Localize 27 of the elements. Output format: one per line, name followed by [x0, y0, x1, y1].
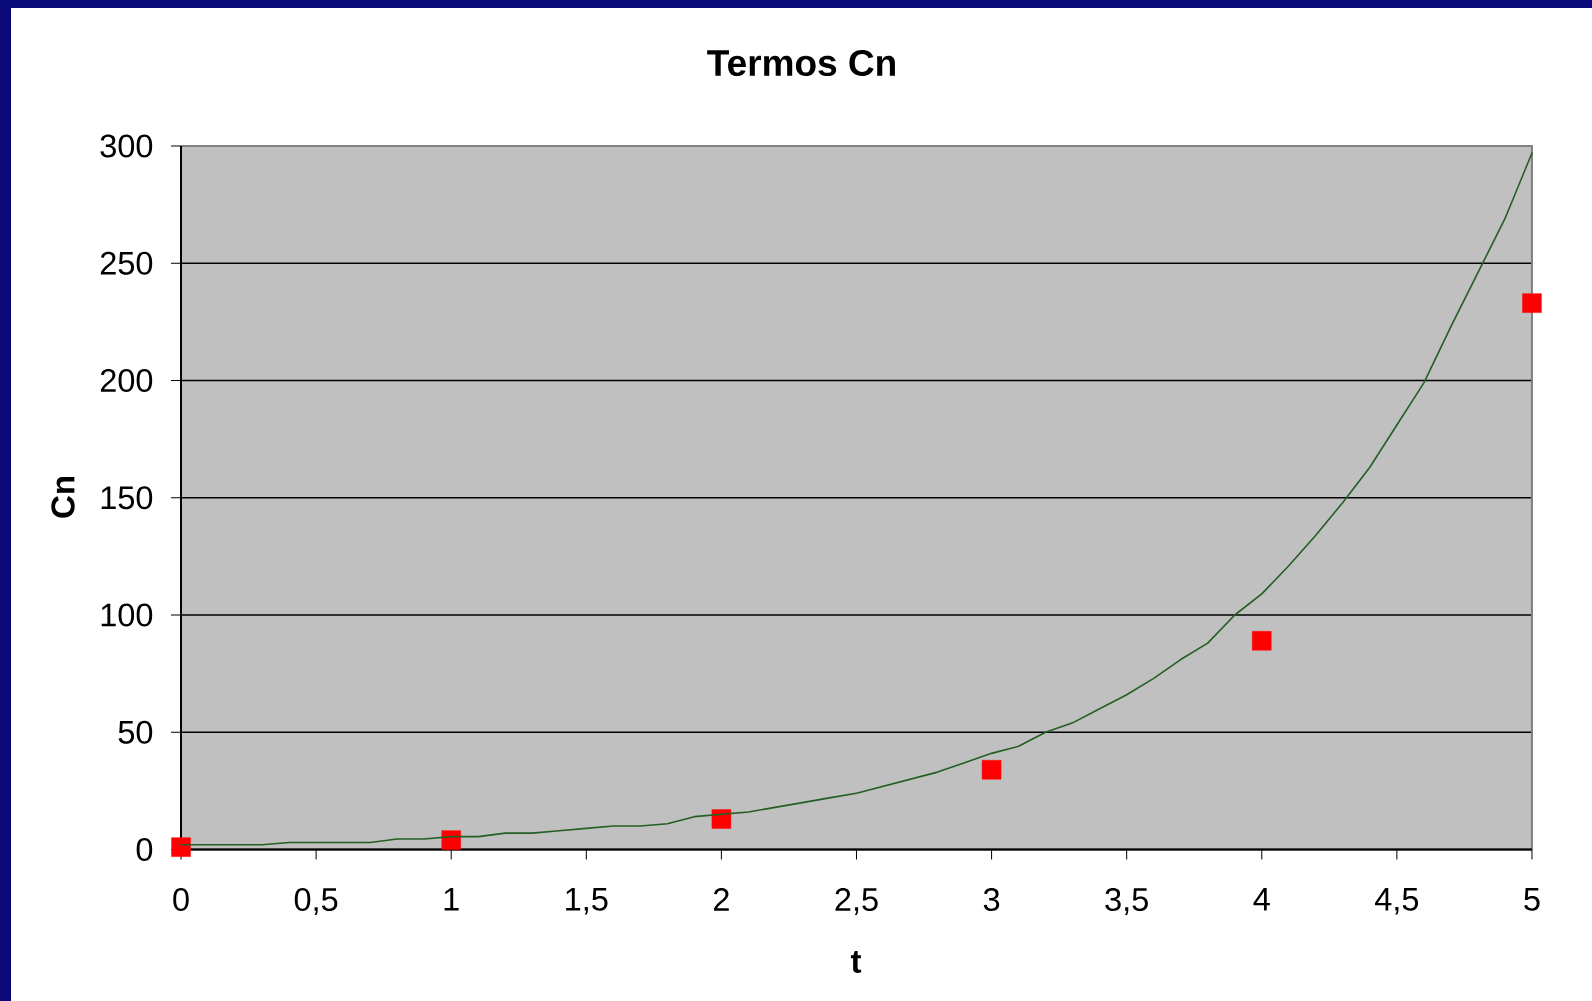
y-tick-label: 250 [100, 251, 153, 275]
point [171, 837, 191, 857]
x-tick-label: 2 [713, 888, 729, 911]
point [1252, 631, 1272, 651]
point [1522, 293, 1542, 313]
y-axis-title: Cn [51, 477, 75, 518]
y-tick-label: 150 [101, 486, 153, 510]
x-tick-label: 3 [983, 888, 1000, 912]
y-tick-label: 0 [136, 837, 153, 861]
x-tick-label: 3,5 [1105, 888, 1148, 915]
y-tick-label: 300 [100, 134, 153, 158]
x-tick-label: 0 [173, 888, 189, 912]
y-tick-label: 200 [100, 368, 153, 392]
point [441, 830, 461, 850]
x-tick-label: 4,5 [1375, 888, 1419, 915]
x-tick-label: 0,5 [294, 888, 338, 915]
point [711, 809, 732, 829]
x-axis-title: t [850, 951, 862, 973]
x-tick-label: 4 [1253, 888, 1270, 911]
y-tick-label: 100 [101, 603, 153, 627]
chart-title: Termos Cn [707, 49, 895, 77]
x-tick-label: 1,5 [566, 888, 608, 915]
x-tick-label: 1 [444, 888, 459, 911]
y-tick-label: 50 [118, 720, 153, 744]
x-tick-label: 5 [1524, 888, 1540, 911]
x-tick-label: 2,5 [835, 888, 878, 915]
point [981, 760, 1002, 780]
